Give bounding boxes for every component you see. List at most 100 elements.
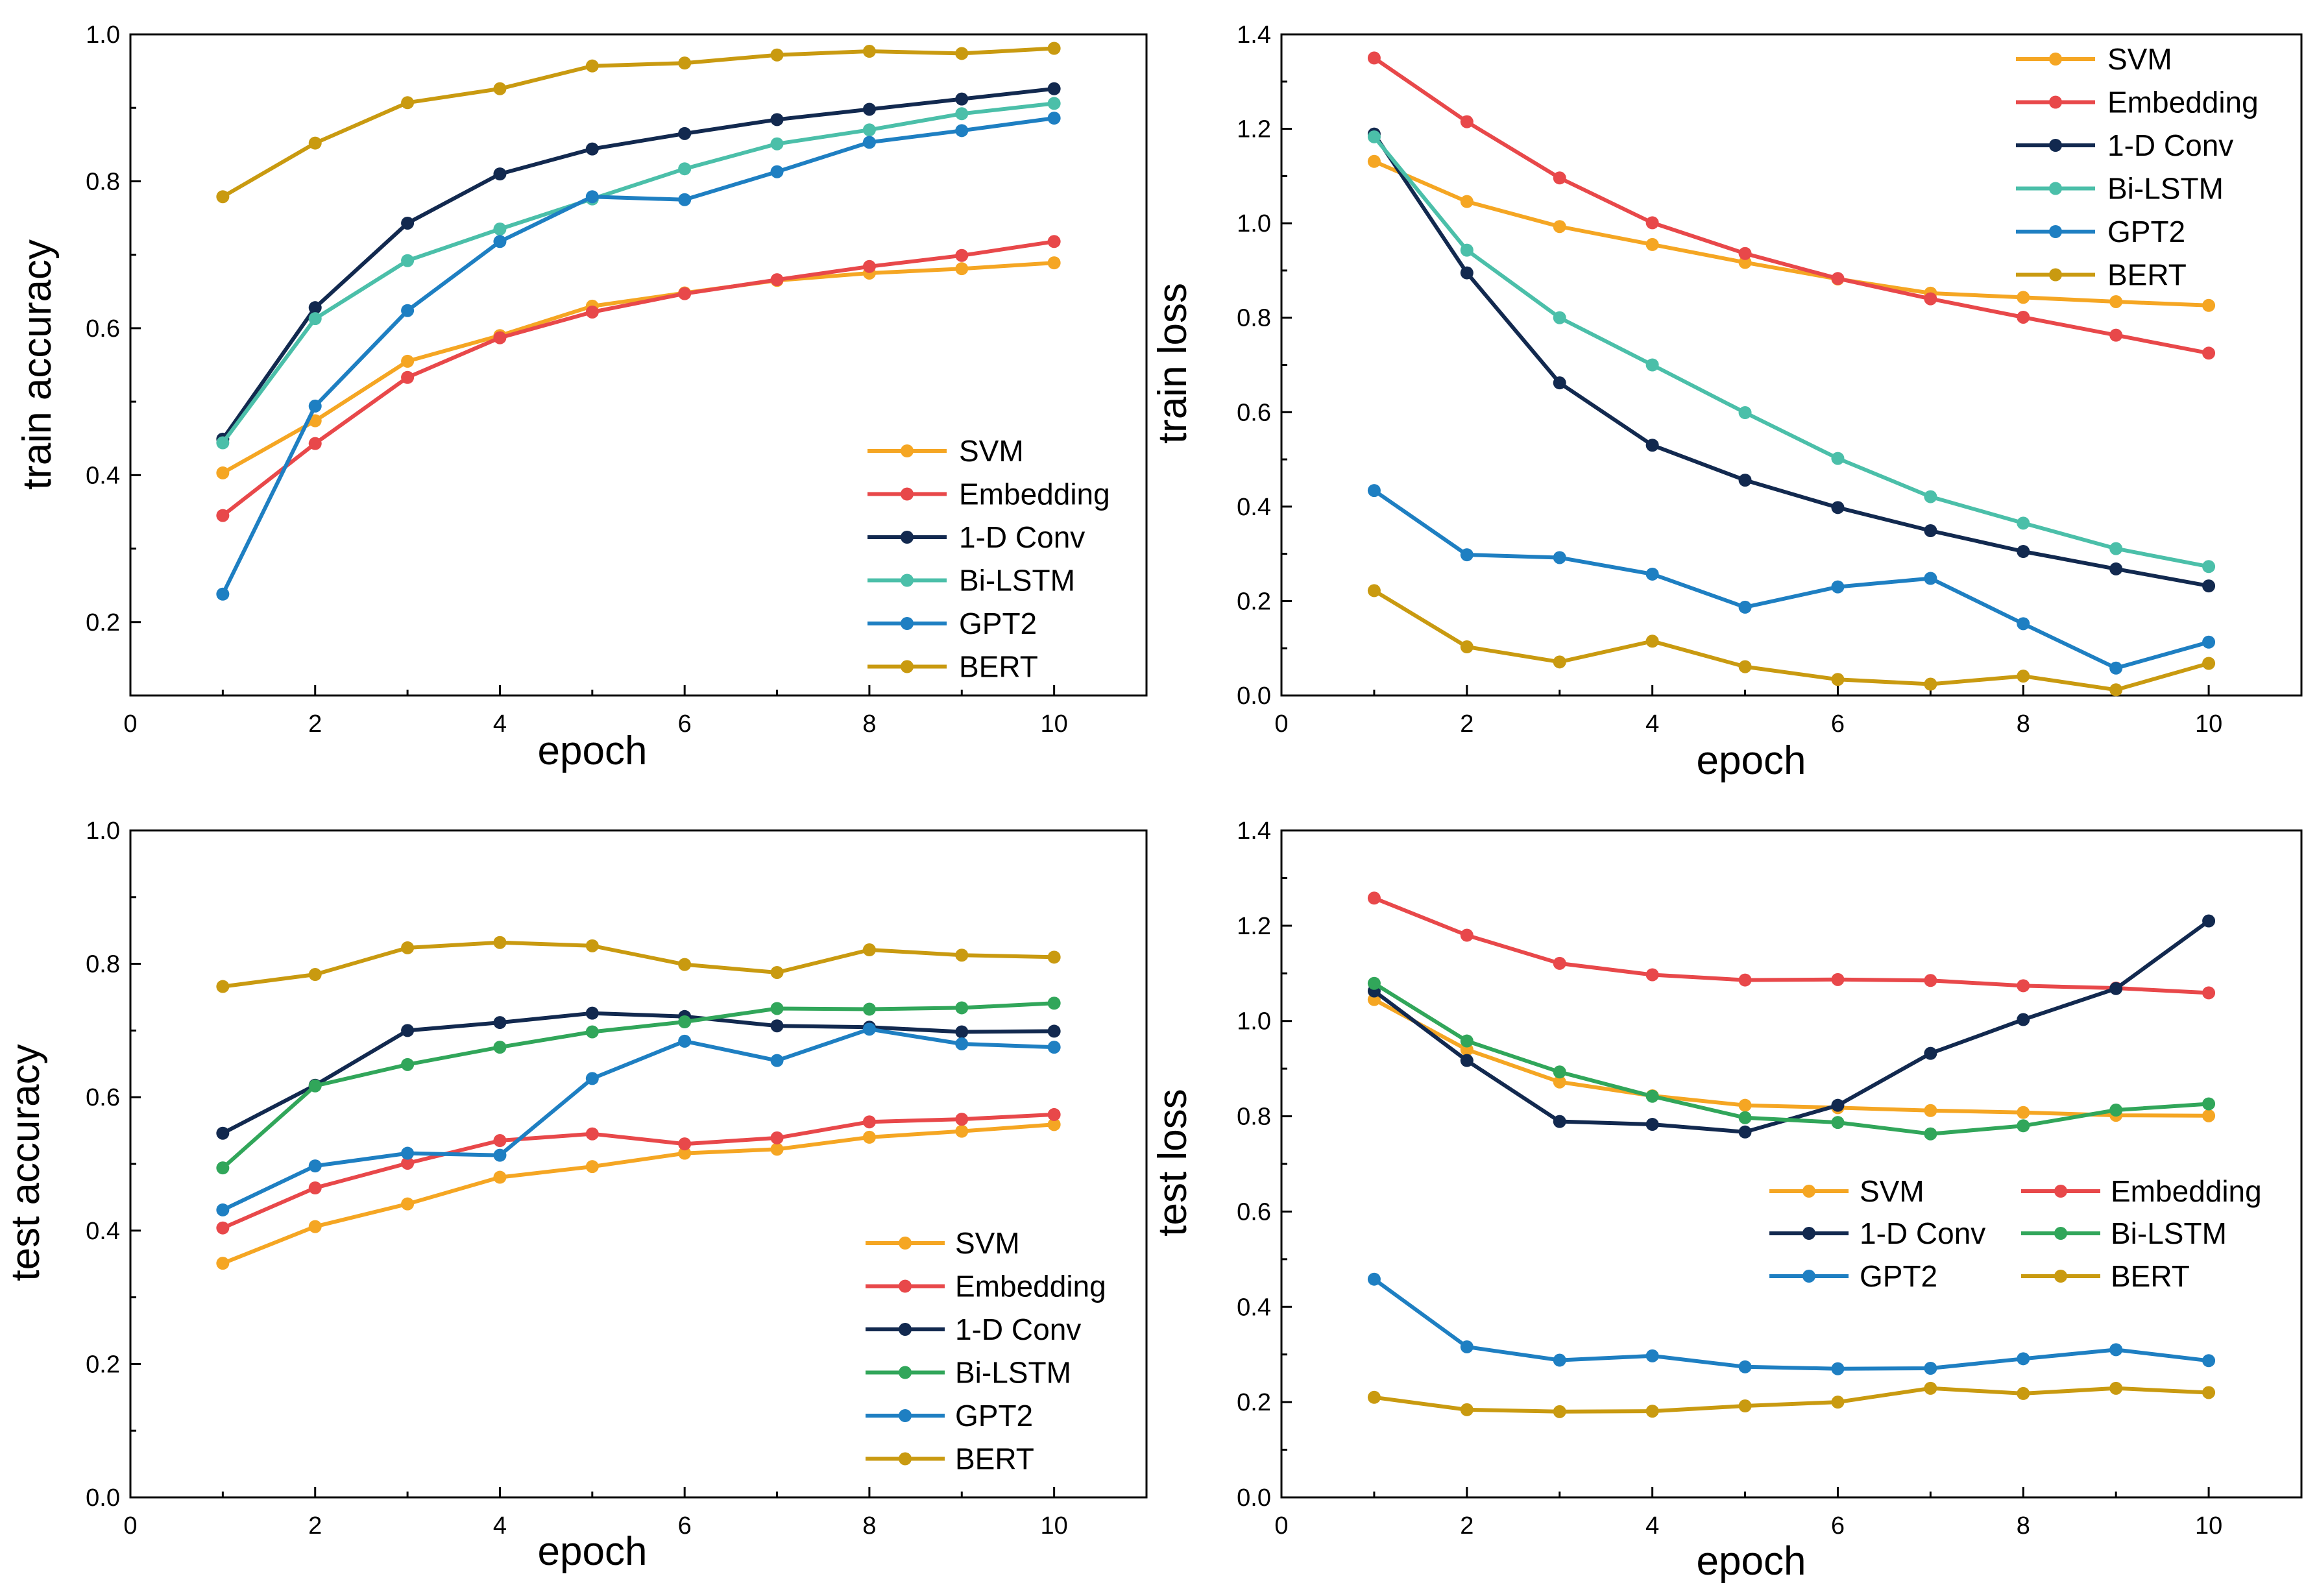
data-point-1-d-conv — [1831, 501, 1845, 514]
data-point-1-d-conv — [1831, 1098, 1845, 1112]
data-point-svm — [493, 1170, 507, 1184]
data-point-bert — [1924, 677, 1937, 691]
data-point-embedding — [862, 1115, 876, 1129]
y-tick-label: 0.6 — [1237, 1198, 1271, 1226]
data-point-1-d-conv — [1460, 266, 1474, 280]
data-point-gpt2 — [770, 1054, 784, 1067]
data-point-1-d-conv — [216, 1126, 230, 1140]
y-tick-label: 0.8 — [1237, 305, 1271, 332]
data-point-svm — [401, 354, 415, 368]
x-tick-label: 10 — [2195, 1512, 2222, 1540]
data-point-1-d-conv — [1047, 1024, 1061, 1038]
data-point-bi-lstm — [1460, 1034, 1474, 1048]
series-svm — [216, 1118, 1061, 1270]
legend: SVM Embedding 1-D Conv Bi-LSTM GPT2 BERT — [2016, 42, 2259, 292]
data-point-svm — [1924, 1104, 1937, 1117]
data-point-gpt2 — [2017, 617, 2030, 631]
data-point-bi-lstm — [1831, 1116, 1845, 1130]
legend-label: GPT2 — [2107, 215, 2185, 248]
data-point-bi-lstm — [308, 312, 322, 326]
data-point-embedding — [216, 509, 230, 522]
data-point-gpt2 — [308, 399, 322, 413]
data-point-gpt2 — [1047, 112, 1061, 125]
series-bi-lstm — [1367, 976, 2216, 1141]
data-point-1-d-conv — [401, 1024, 415, 1037]
data-point-bert — [493, 82, 507, 95]
y-axis-title: test accuracy — [3, 1044, 48, 1281]
data-point-bert — [493, 936, 507, 949]
data-point-bert — [678, 958, 692, 971]
legend-swatch-marker — [2049, 95, 2062, 109]
x-tick-label: 0 — [123, 710, 137, 738]
series-line-1-d-conv — [1372, 919, 2211, 1134]
data-point-bi-lstm — [1553, 311, 1566, 324]
data-point-embedding — [955, 1113, 969, 1126]
data-point-svm — [770, 1143, 784, 1156]
x-tick-label: 0 — [1274, 1512, 1288, 1540]
legend-label: GPT2 — [1860, 1259, 1937, 1293]
data-point-gpt2 — [1831, 1362, 1845, 1375]
legend-item-svm: SVM — [867, 434, 1024, 468]
legend-swatch-marker — [2054, 1270, 2067, 1283]
data-point-embedding — [493, 331, 507, 345]
data-point-bert — [1831, 1396, 1845, 1409]
series-embedding — [216, 235, 1061, 522]
legend-item-bi-lstm: Bi-LSTM — [866, 1356, 1071, 1390]
data-point-embedding — [308, 1181, 322, 1195]
y-tick-label: 0.4 — [86, 1218, 120, 1245]
data-point-gpt2 — [1924, 1362, 1937, 1375]
data-point-bert — [2202, 1386, 2216, 1399]
data-point-bert — [1460, 1403, 1474, 1416]
data-point-1-d-conv — [2017, 545, 2030, 559]
data-point-svm — [2202, 1109, 2216, 1122]
series-svm — [216, 256, 1061, 479]
data-point-bert — [1738, 660, 1752, 673]
legend-label: 1-D Conv — [955, 1312, 1081, 1346]
data-point-embedding — [493, 1134, 507, 1148]
data-point-1-d-conv — [585, 142, 599, 156]
data-point-embedding — [1367, 51, 1381, 65]
data-point-svm — [308, 1220, 322, 1233]
data-point-gpt2 — [2109, 661, 2123, 675]
legend-swatch-marker — [901, 444, 914, 457]
data-point-bert — [770, 48, 784, 62]
legend-label: SVM — [959, 434, 1024, 468]
series-bi-lstm — [216, 97, 1061, 450]
data-point-bi-lstm — [678, 1015, 692, 1029]
data-point-embedding — [2202, 346, 2216, 360]
data-point-embedding — [216, 1221, 230, 1235]
data-point-bert — [1831, 673, 1845, 686]
data-point-embedding — [1831, 973, 1845, 986]
data-point-embedding — [862, 260, 876, 273]
data-point-gpt2 — [770, 165, 784, 178]
legend-label: BERT — [2111, 1259, 2190, 1293]
data-point-1-d-conv — [2202, 914, 2216, 928]
y-tick-label: 0.4 — [86, 462, 120, 489]
data-point-embedding — [2017, 979, 2030, 993]
data-point-svm — [216, 466, 230, 479]
data-point-1-d-conv — [770, 1019, 784, 1033]
data-point-bi-lstm — [2202, 1097, 2216, 1111]
data-point-bi-lstm — [216, 1161, 230, 1175]
series-line-gpt2 — [1372, 489, 2211, 670]
data-point-bi-lstm — [2017, 516, 2030, 530]
legend-swatch-marker — [899, 1279, 912, 1293]
plot-frame — [129, 829, 1148, 1499]
y-tick-label: 0.4 — [1237, 1294, 1271, 1321]
data-point-svm — [2017, 291, 2030, 304]
data-point-bi-lstm — [955, 107, 969, 121]
legend-item-embedding: Embedding — [2016, 86, 2259, 119]
data-point-bi-lstm — [2109, 542, 2123, 555]
series-bert — [1367, 1381, 2216, 1418]
series-gpt2 — [1367, 1272, 2216, 1375]
legend-item-bert: BERT — [2016, 258, 2187, 292]
legend-swatch-marker — [1802, 1227, 1815, 1240]
x-tick-label: 10 — [1040, 1512, 1067, 1540]
y-tick-label: 1.0 — [1237, 210, 1271, 237]
legend-swatch-marker — [899, 1323, 912, 1336]
series-line-svm — [1372, 997, 2211, 1118]
legend-swatch-marker — [2049, 182, 2062, 195]
data-point-gpt2 — [678, 1034, 692, 1048]
y-tick-label: 0.2 — [1237, 588, 1271, 615]
